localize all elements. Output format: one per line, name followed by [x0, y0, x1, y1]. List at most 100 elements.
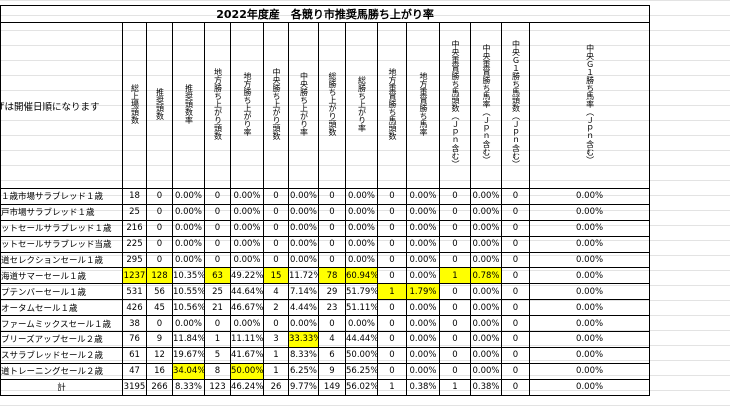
value-cell[interactable]: 10.56% — [172, 299, 205, 317]
value-cell[interactable]: 4 — [263, 283, 289, 301]
value-cell[interactable]: 295 — [122, 251, 147, 269]
value-cell[interactable]: 51.79% — [345, 283, 378, 301]
value-cell[interactable]: 0.00% — [172, 219, 205, 237]
value-cell[interactable]: 0 — [146, 188, 173, 205]
column-header[interactable]: 地方重賞勝ち馬頭数 — [377, 22, 407, 189]
value-cell[interactable]: 0 — [204, 251, 231, 269]
value-cell[interactable]: 0.00% — [288, 188, 319, 205]
value-cell[interactable]: 0.00% — [406, 346, 440, 364]
value-cell[interactable]: 0 — [377, 299, 407, 317]
value-cell[interactable]: 25 — [204, 283, 231, 301]
value-cell[interactable]: 0.00% — [288, 203, 319, 221]
value-cell[interactable]: 0 — [439, 283, 471, 301]
value-cell[interactable]: 0 — [377, 219, 407, 237]
value-cell[interactable]: 0 — [146, 203, 173, 221]
column-header[interactable]: 地方勝ち上がり率 — [230, 22, 264, 189]
value-cell[interactable]: 7.14% — [288, 283, 319, 301]
value-cell[interactable]: 0 — [377, 267, 407, 285]
value-cell[interactable]: 0 — [263, 219, 289, 237]
column-header[interactable]: 中央重賞勝ち馬頭数（Ｊｐｎ含む） — [439, 22, 471, 189]
value-cell[interactable]: 0.00% — [345, 315, 378, 333]
value-cell[interactable]: 0 — [377, 235, 407, 253]
value-cell[interactable]: 426 — [122, 299, 147, 317]
value-cell[interactable]: 45 — [146, 299, 173, 317]
value-cell[interactable]: 0 — [501, 219, 530, 237]
value-cell[interactable]: 0 — [263, 235, 289, 253]
value-cell[interactable]: 44.64% — [230, 283, 264, 301]
value-cell[interactable]: 0 — [501, 283, 530, 301]
value-cell[interactable]: 0 — [204, 315, 231, 333]
value-cell[interactable]: 4.44% — [288, 299, 319, 317]
column-header[interactable]: 中央重賞勝ち馬率（Ｊｐｎ含む） — [470, 22, 502, 189]
value-cell[interactable]: 0 — [439, 315, 471, 333]
value-cell[interactable]: 0 — [439, 362, 471, 380]
value-cell[interactable]: 0.00% — [470, 331, 502, 348]
value-cell[interactable]: 0 — [501, 331, 530, 348]
value-cell[interactable]: 50.00% — [230, 362, 264, 380]
value-cell[interactable]: 0.00% — [288, 235, 319, 253]
value-cell[interactable]: 0.00% — [172, 203, 205, 221]
market-name-cell[interactable]: ブリーズアップセール２歳 — [0, 331, 123, 348]
value-cell[interactable]: 0 — [501, 251, 530, 269]
value-cell[interactable]: 0 — [501, 299, 530, 317]
value-cell[interactable]: 50.00% — [345, 346, 378, 364]
column-header[interactable]: 地方勝ち上がり頭数 — [204, 22, 231, 189]
market-name-cell[interactable]: ファームミックスセール１歳 — [0, 315, 123, 333]
value-cell[interactable]: 0.00% — [288, 219, 319, 237]
value-cell[interactable]: 1 — [204, 331, 231, 348]
value-cell[interactable]: 0 — [501, 188, 530, 205]
value-cell[interactable]: 61 — [122, 346, 147, 364]
value-cell[interactable]: 0 — [146, 251, 173, 269]
value-cell[interactable]: 56.25% — [345, 362, 378, 380]
value-cell[interactable]: 44.44% — [345, 331, 378, 348]
value-cell[interactable]: 46.67% — [230, 299, 264, 317]
value-cell[interactable]: 0.00% — [528, 235, 651, 253]
value-cell[interactable]: 531 — [122, 283, 147, 301]
value-cell[interactable]: 0.00% — [406, 267, 440, 285]
total-value-cell[interactable]: 1 — [439, 378, 471, 396]
value-cell[interactable]: 0 — [377, 315, 407, 333]
column-header[interactable]: 推奨頭数率 — [172, 22, 205, 189]
column-header[interactable]: 総勝ち上がり率 — [345, 22, 378, 189]
value-cell[interactable]: 0.00% — [345, 219, 378, 237]
value-cell[interactable]: 0 — [318, 188, 346, 205]
value-cell[interactable]: 25 — [122, 203, 147, 221]
value-cell[interactable]: 0.00% — [172, 188, 205, 205]
value-cell[interactable]: 0.00% — [288, 315, 319, 333]
value-cell[interactable]: 11.84% — [172, 331, 205, 348]
value-cell[interactable]: 0 — [377, 331, 407, 348]
value-cell[interactable]: 0.00% — [528, 251, 651, 269]
value-cell[interactable]: 0.00% — [470, 346, 502, 364]
value-cell[interactable]: 128 — [146, 267, 173, 285]
value-cell[interactable]: 0 — [377, 188, 407, 205]
value-cell[interactable]: 2 — [263, 299, 289, 317]
value-cell[interactable]: 76 — [122, 331, 147, 348]
value-cell[interactable]: 1 — [263, 346, 289, 364]
value-cell[interactable]: 0.00% — [470, 315, 502, 333]
value-cell[interactable]: 0.00% — [406, 219, 440, 237]
value-cell[interactable]: 0 — [439, 251, 471, 269]
total-value-cell[interactable]: 56.02% — [345, 378, 378, 396]
value-cell[interactable]: 0 — [146, 235, 173, 253]
value-cell[interactable]: 4 — [318, 331, 346, 348]
value-cell[interactable]: 0 — [439, 203, 471, 221]
value-cell[interactable]: 0.00% — [230, 235, 264, 253]
value-cell[interactable]: 0.00% — [406, 235, 440, 253]
value-cell[interactable]: 0.00% — [230, 219, 264, 237]
value-cell[interactable]: 0.00% — [470, 362, 502, 380]
value-cell[interactable]: 8 — [204, 362, 231, 380]
total-label[interactable]: 計 — [0, 378, 123, 396]
value-cell[interactable]: 0.00% — [230, 188, 264, 205]
total-value-cell[interactable]: 26 — [263, 378, 289, 396]
market-name-cell[interactable]: ットセールサラブレッド１歳 — [0, 219, 123, 237]
column-header[interactable]: 中央Ｇ１勝ち馬頭数（Ｊｐｎ含む） — [501, 22, 530, 189]
value-cell[interactable]: 78 — [318, 267, 346, 285]
value-cell[interactable]: 0.00% — [528, 362, 651, 380]
value-cell[interactable]: 0 — [377, 251, 407, 269]
value-cell[interactable]: 47 — [122, 362, 147, 380]
value-cell[interactable]: 1.79% — [406, 283, 440, 301]
total-value-cell[interactable]: 123 — [204, 378, 231, 396]
value-cell[interactable]: 56 — [146, 283, 173, 301]
value-cell[interactable]: 0.00% — [288, 251, 319, 269]
